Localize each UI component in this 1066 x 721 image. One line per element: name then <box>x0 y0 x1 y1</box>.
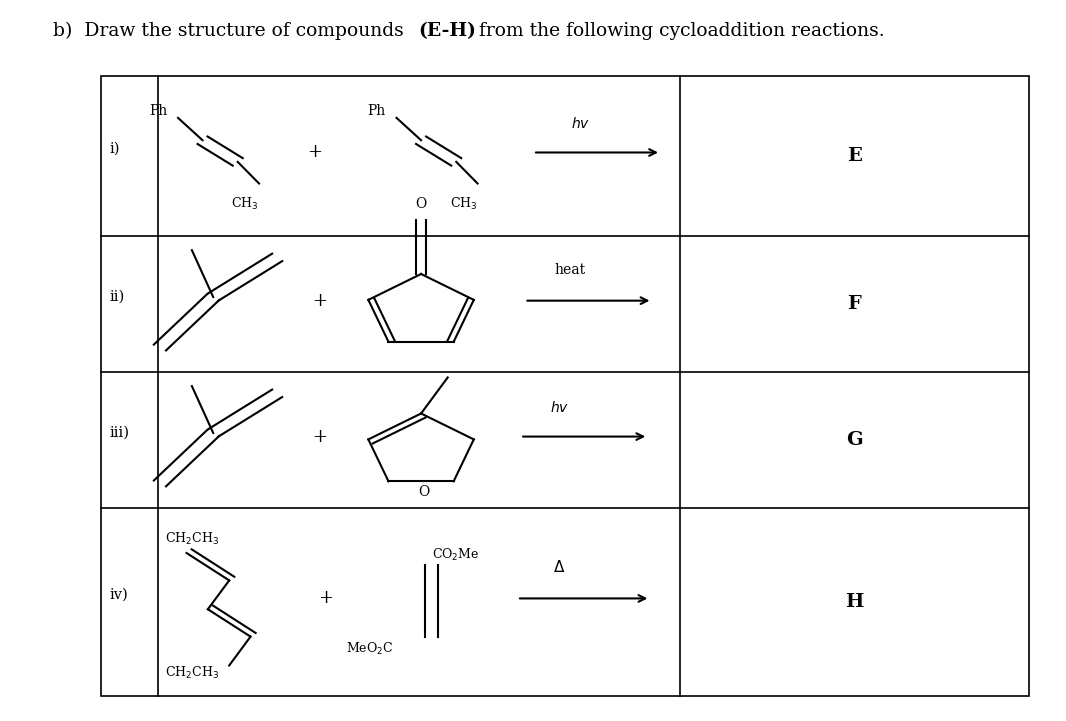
Text: CH$_2$CH$_3$: CH$_2$CH$_3$ <box>165 665 220 681</box>
Text: from the following cycloaddition reactions.: from the following cycloaddition reactio… <box>473 22 885 40</box>
Text: b)  Draw the structure of compounds: b) Draw the structure of compounds <box>53 22 410 40</box>
Text: +: + <box>312 292 327 309</box>
Text: +: + <box>312 428 327 446</box>
Text: $hv$: $hv$ <box>550 400 569 415</box>
Text: ii): ii) <box>110 290 125 304</box>
Bar <box>101 76 1029 696</box>
Text: iii): iii) <box>110 426 130 440</box>
Text: O: O <box>416 198 426 211</box>
Text: Ph: Ph <box>368 105 386 118</box>
Text: CH$_3$: CH$_3$ <box>231 195 259 212</box>
Text: heat: heat <box>554 262 586 277</box>
Text: +: + <box>318 590 333 607</box>
Text: iv): iv) <box>110 588 129 602</box>
Text: (E-H): (E-H) <box>418 22 475 40</box>
Text: CO$_2$Me: CO$_2$Me <box>432 547 479 563</box>
Text: O: O <box>419 485 430 499</box>
Text: MeO$_2$C: MeO$_2$C <box>346 641 393 657</box>
Text: +: + <box>307 143 322 162</box>
Text: G: G <box>846 431 862 449</box>
Text: F: F <box>847 296 861 313</box>
Text: $hv$: $hv$ <box>571 116 591 131</box>
Text: i): i) <box>110 142 120 156</box>
Text: Ph: Ph <box>149 105 167 118</box>
Text: CH$_2$CH$_3$: CH$_2$CH$_3$ <box>165 531 220 547</box>
Text: H: H <box>845 593 863 611</box>
Text: CH$_3$: CH$_3$ <box>450 195 478 212</box>
Text: E: E <box>847 147 861 165</box>
Text: $\Delta$: $\Delta$ <box>553 559 566 575</box>
